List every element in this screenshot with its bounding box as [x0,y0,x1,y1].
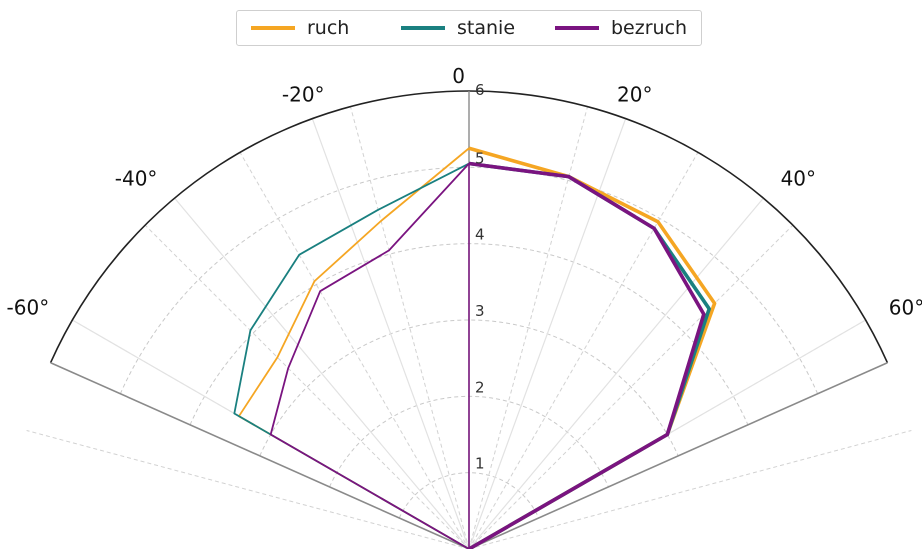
series-line-right-stanie [468,161,711,549]
grid-spoke [468,224,794,549]
r-tick-label: 2 [475,378,485,396]
series-line-left-ruch [238,147,470,549]
theta-tick-label: -40° [115,167,158,191]
grid-circle-3 [259,319,679,457]
legend-swatch-ruch [251,26,295,30]
theta-tick-label: 40° [781,167,816,191]
legend-label-bezruch: bezruch [611,17,688,39]
theta-tick-label: -60° [7,296,50,320]
theta-grid-line [468,118,627,549]
series-line-right-ruch [468,146,717,549]
label-layer: -60° -40° -20° 0 20° 40° 60° 1 2 3 4 5 6 [7,64,922,472]
theta-tick-label: 20° [617,83,652,107]
grid-spoke [26,429,470,549]
r-tick-label: 6 [475,81,485,99]
legend-item-bezruch: bezruch [555,11,687,45]
theta-tick-label: 0 [452,64,465,88]
series-line-left-stanie [233,162,470,549]
grid-spoke [468,106,589,549]
series-layer [233,146,717,549]
legend-item-ruch: ruch [251,11,349,45]
grid-circle-5 [119,166,819,394]
grid-spoke [239,152,470,549]
series-line-left-bezruch [269,162,470,549]
theta-tick-label: -20° [282,83,325,107]
grid-layer [26,90,912,549]
sector-edge-line [468,361,888,549]
grid-spoke [349,106,470,549]
legend-swatch-bezruch [555,26,599,30]
grid-spoke [144,224,470,549]
r-tick-label: 1 [475,455,485,473]
theta-tick-label: 60° [889,296,922,320]
theta-grid-line [468,197,764,549]
r-tick-label: 5 [475,149,485,167]
legend-label-stanie: stanie [457,17,516,39]
r-tick-label: 4 [475,226,485,244]
grid-spoke [468,152,699,549]
sector-edge-line [50,361,470,549]
theta-grid-line [311,118,470,549]
legend: ruch stanie bezruch [236,10,702,46]
grid-spoke [468,429,912,549]
r-tick-label: 3 [475,302,485,320]
series-line-right-bezruch [468,161,706,549]
theta-grid-line [174,197,470,549]
legend-swatch-stanie [401,26,445,30]
legend-item-stanie: stanie [401,11,515,45]
legend-label-ruch: ruch [307,17,350,39]
